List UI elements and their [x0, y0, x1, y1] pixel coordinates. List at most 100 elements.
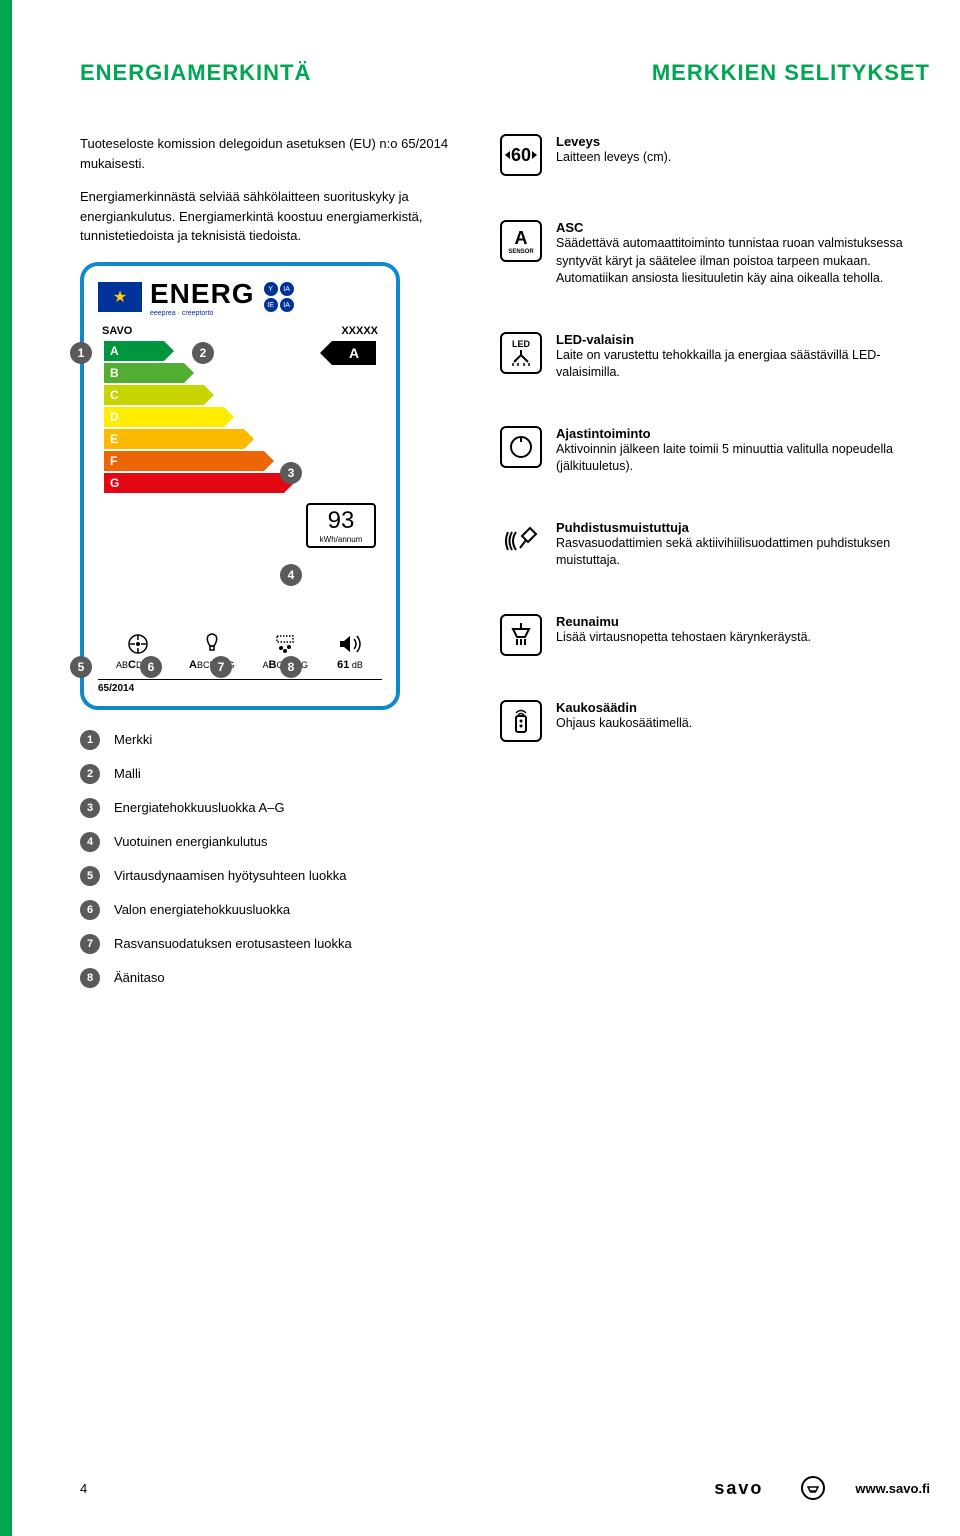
asc-sensor-label: SENSOR: [508, 249, 533, 255]
timer-icon: [500, 426, 542, 468]
energy-label-wrapper: 1 2 3 4 5 6 7 8 ★ ENERG eeeprea · creept…: [80, 262, 460, 710]
clean-icon: [500, 520, 542, 562]
feature-timer: Ajastintoiminto Aktivoinnin jälkeen lait…: [500, 426, 930, 476]
legend-item-2: 2 Malli: [80, 764, 460, 784]
intro-p1: Tuoteseloste komission delegoidun asetuk…: [80, 134, 460, 173]
legend-label: Merkki: [114, 732, 152, 747]
eu-flag-icon: ★: [98, 282, 142, 312]
feature-led-desc: Laite on varustettu tehokkailla ja energ…: [556, 347, 930, 382]
class-arrow-B: B: [104, 363, 382, 383]
feature-timer-title: Ajastintoiminto: [556, 426, 930, 441]
brand-row: SAVO XXXXX: [102, 325, 378, 337]
footer-logo-icon: [801, 1476, 825, 1500]
legend-item-7: 7Rasvansuodatuksen erotusasteen luokka: [80, 934, 460, 954]
energ-word: ENERG: [150, 278, 255, 310]
asc-letter: A: [515, 228, 528, 249]
led-label: LED: [512, 339, 530, 349]
led-icon: LED: [500, 332, 542, 374]
legend-item-5: 5 Virtausdynaamisen hyötysuhteen luokka: [80, 866, 460, 886]
feature-width-text: Leveys Laitteen leveys (cm).: [556, 134, 671, 176]
footer-url: www.savo.fi: [855, 1481, 930, 1496]
feature-width-title: Leveys: [556, 134, 671, 149]
class-arrow-F: F: [104, 451, 382, 471]
feature-timer-desc: Aktivoinnin jälkeen laite toimii 5 minuu…: [556, 441, 930, 476]
legend-label: Virtausdynaamisen hyötysuhteen luokka: [114, 868, 346, 883]
legend-badge: 5: [80, 866, 100, 886]
legend-badge: 7: [80, 934, 100, 954]
legend-item-1: 1 Merkki: [80, 730, 460, 750]
feature-clean-text: Puhdistusmuistuttuja Rasvasuodattimien s…: [556, 520, 930, 570]
feature-remote-text: Kaukosäädin Ohjaus kaukosäätimellä.: [556, 700, 692, 742]
annotation-4: 4: [280, 564, 302, 586]
annotation-3: 3: [280, 462, 302, 484]
class-arrows: A ABCDEFG: [98, 341, 382, 493]
feature-width-desc: Laitteen leveys (cm).: [556, 149, 671, 167]
feature-remote-desc: Ohjaus kaukosäätimellä.: [556, 715, 692, 733]
legend-label: Valon energiatehokkuusluokka: [114, 902, 290, 917]
class-arrow-E: E: [104, 429, 382, 449]
feature-remote-title: Kaukosäädin: [556, 700, 692, 715]
remote-icon: [500, 700, 542, 742]
feature-clean-title: Puhdistusmuistuttuja: [556, 520, 930, 535]
header-row: ENERGIAMERKINTÄ MERKKIEN SELITYKSET: [80, 60, 930, 86]
legend-badge: 6: [80, 900, 100, 920]
model: XXXXX: [341, 325, 378, 337]
page-content: ENERGIAMERKINTÄ MERKKIEN SELITYKSET Tuot…: [0, 0, 960, 1042]
legend-item-6: 6 Valon energiatehokkuusluokka: [80, 900, 460, 920]
legend-item-3: 3Energiatehokkuusluokka A–G: [80, 798, 460, 818]
asc-icon: A SENSOR: [500, 220, 542, 262]
kwh-box: 93 kWh/annum: [306, 503, 376, 548]
feature-asc: A SENSOR ASC Säädettävä automaattitoimin…: [500, 220, 930, 288]
width-icon: 60: [500, 134, 542, 176]
feature-led-text: LED-valaisin Laite on varustettu tehokka…: [556, 332, 930, 382]
width-value: 60: [511, 145, 531, 166]
noise-value: 61 dB: [336, 659, 364, 671]
page-number: 4: [80, 1481, 87, 1496]
footer-logo: savo: [714, 1478, 763, 1499]
energ-block: ENERG eeeprea · creeptorto: [150, 278, 255, 317]
legend-badge: 8: [80, 968, 100, 988]
current-class: A: [349, 345, 359, 361]
feature-clean-desc: Rasvasuodattimien sekä aktiivihiilisuoda…: [556, 535, 930, 570]
legend-label: Malli: [114, 766, 141, 781]
legend-badge: 4: [80, 832, 100, 852]
feature-timer-text: Ajastintoiminto Aktivoinnin jälkeen lait…: [556, 426, 930, 476]
feature-led-title: LED-valaisin: [556, 332, 930, 347]
annotation-7: 7: [210, 656, 232, 678]
class-arrow-G: G: [104, 473, 382, 493]
label-top: ★ ENERG eeeprea · creeptorto YIA IEIA: [98, 278, 382, 317]
green-sidebar: [0, 0, 12, 1536]
intro-p2: Energiamerkinnästä selviää sähkölaitteen…: [80, 187, 460, 246]
lang-circles: YIA IEIA: [263, 281, 301, 313]
annotation-8: 8: [280, 656, 302, 678]
header-right: MERKKIEN SELITYKSET: [652, 60, 930, 86]
feature-width: 60 Leveys Laitteen leveys (cm).: [500, 134, 930, 176]
annotation-1: 1: [70, 342, 92, 364]
energ-subline: eeeprea · creeptorto: [150, 310, 255, 317]
feature-edge-desc: Lisää virtausnopetta tehostaen kärynkerä…: [556, 629, 811, 647]
columns: Tuoteseloste komission delegoidun asetuk…: [80, 134, 930, 1002]
feature-edge-text: Reunaimu Lisää virtausnopetta tehostaen …: [556, 614, 811, 656]
right-column: 60 Leveys Laitteen leveys (cm). A SENSOR…: [500, 134, 930, 1002]
legend-badge: 3: [80, 798, 100, 818]
kwh-value: 93: [310, 507, 372, 535]
edge-icon: [500, 614, 542, 656]
feature-clean: Puhdistusmuistuttuja Rasvasuodattimien s…: [500, 520, 930, 570]
header-left: ENERGIAMERKINTÄ: [80, 60, 311, 86]
current-class-badge: A: [332, 341, 376, 365]
class-arrow-C: C: [104, 385, 382, 405]
feature-led: LED LED-valaisin Laite on varustettu teh…: [500, 332, 930, 382]
legend-item-8: 8 Äänitaso: [80, 968, 460, 988]
legend-badge: 1: [80, 730, 100, 750]
annotation-6: 6: [140, 656, 162, 678]
legend-badge: 2: [80, 764, 100, 784]
annotation-2: 2: [192, 342, 214, 364]
left-column: Tuoteseloste komission delegoidun asetuk…: [80, 134, 460, 1002]
feature-asc-text: ASC Säädettävä automaattitoiminto tunnis…: [556, 220, 930, 288]
legend-label: Vuotuinen energiankulutus: [114, 834, 267, 849]
class-arrow-D: D: [104, 407, 382, 427]
feature-remote: Kaukosäädin Ohjaus kaukosäätimellä.: [500, 700, 930, 742]
footer: 4 savo www.savo.fi: [80, 1476, 930, 1500]
feature-edge: Reunaimu Lisää virtausnopetta tehostaen …: [500, 614, 930, 656]
legend-label: Äänitaso: [114, 970, 165, 985]
